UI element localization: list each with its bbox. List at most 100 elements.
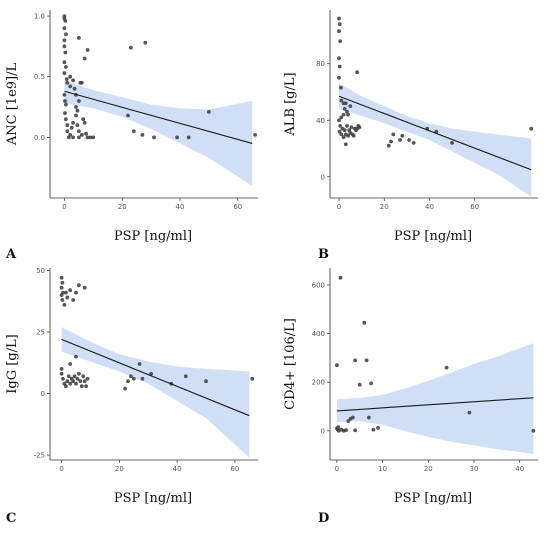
data-point bbox=[75, 376, 80, 381]
data-point bbox=[338, 124, 343, 128]
data-point bbox=[337, 118, 341, 123]
data-point bbox=[386, 143, 391, 148]
x-tick-label: 60 bbox=[230, 465, 239, 473]
data-point bbox=[140, 133, 145, 137]
panel-letter: D bbox=[318, 511, 329, 526]
data-point bbox=[60, 280, 65, 285]
panel-b-alb-chart: 0 20 40 60 0 40 80 PSP [ng/ml] ALB [g/L] B bbox=[283, 10, 538, 262]
regression-line bbox=[61, 338, 250, 417]
data-point bbox=[143, 40, 148, 45]
data-point bbox=[68, 381, 73, 386]
data-point bbox=[63, 99, 67, 103]
data-point bbox=[123, 386, 127, 391]
x-tick-label: 0 bbox=[59, 465, 63, 473]
data-point bbox=[357, 382, 362, 387]
data-point bbox=[349, 125, 354, 130]
data-point bbox=[364, 358, 369, 363]
data-point bbox=[337, 16, 341, 21]
data-point bbox=[68, 133, 73, 137]
data-point bbox=[82, 56, 87, 61]
data-point bbox=[84, 131, 88, 136]
data-point bbox=[467, 410, 472, 415]
data-point bbox=[357, 125, 362, 130]
data-point bbox=[79, 80, 84, 85]
x-tick-label: 0 bbox=[335, 465, 339, 473]
data-point bbox=[77, 371, 81, 376]
y-tick-label: 25 bbox=[36, 329, 45, 337]
data-point bbox=[85, 376, 90, 381]
data-point bbox=[74, 105, 78, 109]
x-tick-label: 20 bbox=[380, 203, 389, 211]
x-tick-label: 20 bbox=[115, 465, 124, 473]
x-tick-label: 40 bbox=[515, 465, 524, 473]
data-point bbox=[175, 135, 180, 140]
data-point bbox=[351, 415, 355, 420]
data-point bbox=[137, 362, 142, 366]
data-point bbox=[183, 374, 188, 379]
x-tick-label: 30 bbox=[470, 465, 479, 473]
data-point bbox=[371, 427, 376, 432]
data-point bbox=[79, 133, 84, 137]
data-point bbox=[391, 132, 396, 137]
data-point bbox=[62, 303, 67, 307]
data-point bbox=[62, 38, 67, 43]
data-point bbox=[68, 74, 73, 79]
data-point bbox=[85, 135, 90, 140]
data-point bbox=[389, 139, 393, 144]
data-point bbox=[531, 428, 536, 433]
data-point bbox=[71, 120, 75, 125]
data-point bbox=[339, 132, 344, 137]
data-point bbox=[362, 320, 367, 325]
data-point bbox=[64, 117, 68, 122]
data-point bbox=[64, 384, 68, 389]
data-point bbox=[337, 56, 341, 60]
x-tick-label: 60 bbox=[233, 203, 242, 211]
data-point bbox=[250, 376, 255, 381]
y-tick-label: 0 bbox=[41, 390, 45, 398]
data-point bbox=[337, 75, 341, 80]
data-point bbox=[62, 26, 67, 31]
data-point bbox=[407, 138, 411, 142]
x-tick-label: 20 bbox=[118, 203, 127, 211]
data-point bbox=[60, 298, 65, 302]
data-point bbox=[64, 65, 68, 69]
data-point bbox=[339, 98, 344, 103]
data-point bbox=[335, 363, 339, 368]
data-point bbox=[398, 138, 402, 142]
data-point bbox=[63, 19, 68, 23]
data-point bbox=[64, 290, 68, 295]
data-point bbox=[341, 112, 346, 117]
data-point bbox=[337, 64, 342, 69]
data-point bbox=[71, 379, 75, 384]
data-point bbox=[82, 379, 87, 384]
panel-c-igg-chart: 0 20 40 60 -25 0 25 50 PSP [ng/ml] IgG [g/L] C bbox=[5, 267, 258, 526]
data-point bbox=[207, 110, 211, 114]
data-point bbox=[65, 295, 70, 300]
x-tick-label: 40 bbox=[425, 203, 434, 211]
panel-letter: C bbox=[6, 511, 16, 526]
data-point bbox=[85, 48, 90, 52]
y-tick-label: 50 bbox=[36, 267, 45, 275]
data-point bbox=[71, 135, 75, 140]
data-point bbox=[88, 135, 93, 140]
data-point bbox=[346, 112, 350, 117]
data-point bbox=[126, 379, 130, 384]
data-point bbox=[376, 426, 380, 430]
data-point bbox=[140, 376, 145, 381]
data-point bbox=[81, 374, 86, 379]
data-point bbox=[81, 117, 86, 122]
data-point bbox=[64, 32, 68, 37]
data-point bbox=[336, 425, 341, 430]
data-point bbox=[253, 133, 257, 137]
data-point bbox=[74, 381, 78, 386]
data-point bbox=[131, 129, 136, 134]
data-point bbox=[66, 374, 71, 379]
regression-line bbox=[336, 397, 534, 412]
data-point bbox=[400, 133, 405, 138]
data-point bbox=[343, 101, 348, 106]
data-point bbox=[65, 129, 70, 134]
x-tick-label: 0 bbox=[62, 203, 66, 211]
data-point bbox=[369, 381, 373, 386]
x-axis-label: PSP [ng/ml] bbox=[394, 491, 472, 506]
